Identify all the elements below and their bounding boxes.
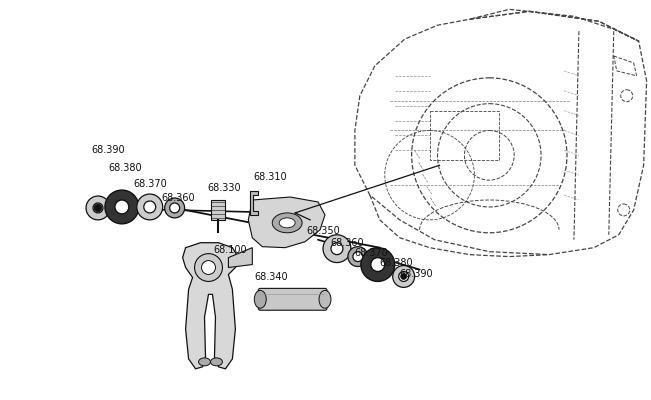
Circle shape [398, 272, 409, 282]
Ellipse shape [279, 218, 295, 228]
Text: 68.360: 68.360 [161, 193, 195, 203]
Polygon shape [251, 191, 258, 215]
Text: 68.100: 68.100 [214, 245, 247, 255]
Circle shape [323, 235, 351, 262]
Text: 68.390: 68.390 [400, 270, 434, 280]
FancyBboxPatch shape [212, 200, 225, 220]
Circle shape [393, 266, 415, 287]
Text: 68.370: 68.370 [134, 179, 167, 189]
Ellipse shape [210, 358, 223, 366]
Text: 68.310: 68.310 [253, 172, 287, 182]
Circle shape [86, 196, 110, 220]
Text: 68.340: 68.340 [255, 272, 288, 282]
Ellipse shape [319, 290, 331, 308]
Circle shape [105, 190, 139, 224]
Circle shape [361, 248, 395, 282]
Ellipse shape [199, 358, 210, 366]
Text: 68.350: 68.350 [306, 226, 340, 236]
FancyBboxPatch shape [258, 288, 327, 310]
Circle shape [137, 194, 163, 220]
Circle shape [202, 260, 215, 274]
Text: 68.380: 68.380 [108, 163, 141, 173]
Text: 68.390: 68.390 [91, 145, 124, 155]
Circle shape [170, 203, 180, 213]
Text: 68.370: 68.370 [355, 248, 389, 258]
Polygon shape [248, 197, 325, 248]
Polygon shape [183, 243, 238, 369]
Circle shape [165, 198, 185, 218]
Text: 68.360: 68.360 [330, 238, 364, 248]
Circle shape [400, 274, 407, 280]
Circle shape [115, 200, 129, 214]
Circle shape [348, 247, 368, 266]
Circle shape [371, 258, 385, 272]
Circle shape [93, 203, 103, 213]
Circle shape [331, 243, 343, 255]
Circle shape [94, 204, 102, 212]
Circle shape [144, 201, 156, 213]
Text: 68.380: 68.380 [380, 258, 413, 268]
Polygon shape [229, 248, 253, 268]
Circle shape [353, 252, 363, 262]
Ellipse shape [272, 213, 302, 233]
Circle shape [195, 254, 223, 282]
Ellipse shape [255, 290, 266, 308]
Text: 68.330: 68.330 [208, 183, 241, 193]
